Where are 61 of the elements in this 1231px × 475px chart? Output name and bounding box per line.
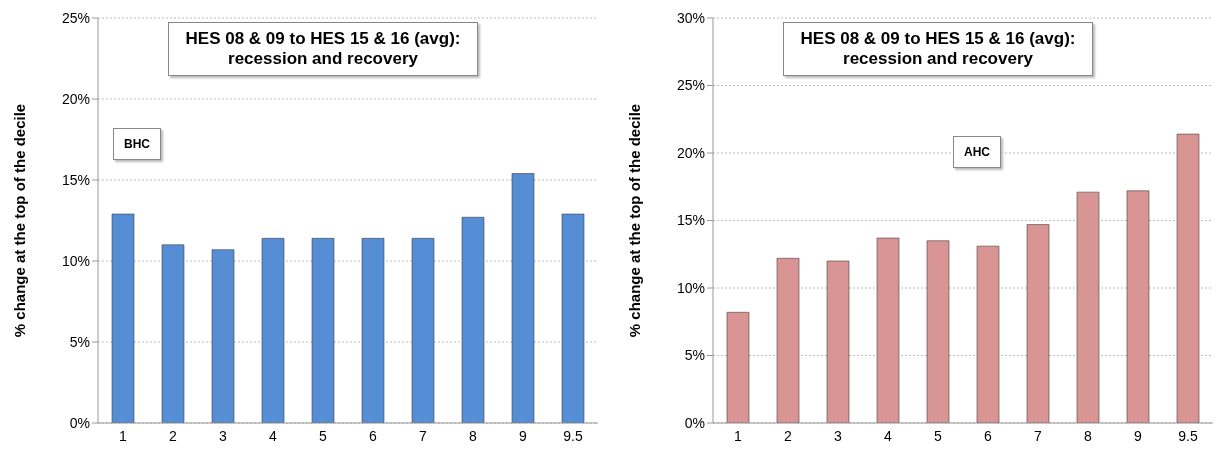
bar — [161, 244, 185, 423]
x-tick-label: 6 — [984, 427, 993, 444]
x-tick-label: 5 — [319, 427, 328, 444]
x-tick-label: 5 — [934, 427, 943, 444]
x-tick-label: 8 — [469, 427, 478, 444]
bar — [111, 213, 135, 423]
y-tick-label: 0% — [69, 414, 90, 431]
bar — [826, 260, 850, 423]
text: HES 08 & 09 to HES 15 & 16 (avg): — [799, 29, 1077, 49]
bar — [876, 237, 900, 423]
y-tick-label: 15% — [61, 171, 90, 188]
bar — [1026, 224, 1050, 423]
bar — [211, 249, 235, 423]
bar — [976, 245, 1000, 423]
x-tick-label: 9.5 — [563, 427, 583, 444]
x-tick-label: 3 — [219, 427, 228, 444]
x-tick-label: 4 — [269, 427, 278, 444]
x-tick-label: 2 — [784, 427, 793, 444]
y-tick-label: 0% — [684, 414, 705, 431]
x-tick-label: 9 — [519, 427, 528, 444]
x-tick-label: 9.5 — [1178, 427, 1198, 444]
x-tick-label: 9 — [1134, 427, 1143, 444]
annotation: BHC — [113, 128, 161, 160]
x-tick-label: 3 — [834, 427, 843, 444]
x-tick-label: 7 — [419, 427, 428, 444]
y-tick-label: 5% — [69, 333, 90, 350]
y-tick-label: 25% — [676, 77, 705, 94]
x-tick-label: 1 — [734, 427, 743, 444]
y-tick-label: 25% — [61, 9, 90, 26]
bar — [726, 312, 750, 423]
bar — [261, 238, 285, 423]
text: recession and recovery — [227, 49, 419, 69]
annotation: AHC — [953, 136, 1001, 168]
x-tick-label: 7 — [1034, 427, 1043, 444]
bar — [311, 238, 335, 423]
x-tick-label: 2 — [169, 427, 178, 444]
y-tick-label: 15% — [676, 212, 705, 229]
y-tick-label: 5% — [684, 347, 705, 364]
bar — [926, 240, 950, 423]
bar — [411, 238, 435, 423]
bar — [511, 173, 535, 423]
text: HES 08 & 09 to HES 15 & 16 (avg): — [184, 29, 462, 49]
bar — [361, 238, 385, 423]
text: recession and recovery — [842, 49, 1034, 69]
y-tick-label: 10% — [61, 252, 90, 269]
y-tick-label: 10% — [676, 279, 705, 296]
bar — [561, 213, 585, 423]
y-axis-title: % change at the top of the decile — [11, 103, 29, 338]
bar — [1126, 190, 1150, 423]
x-tick-label: 1 — [119, 427, 128, 444]
y-tick-label: 20% — [676, 144, 705, 161]
y-axis-title: % change at the top of the decile — [626, 103, 644, 338]
x-tick-label: 8 — [1084, 427, 1093, 444]
x-tick-label: 4 — [884, 427, 893, 444]
y-tick-label: 30% — [676, 9, 705, 26]
bar — [461, 216, 485, 423]
bar — [1076, 191, 1100, 423]
bar — [1176, 133, 1200, 423]
y-tick-label: 20% — [61, 90, 90, 107]
bar — [776, 258, 800, 423]
x-tick-label: 6 — [369, 427, 378, 444]
